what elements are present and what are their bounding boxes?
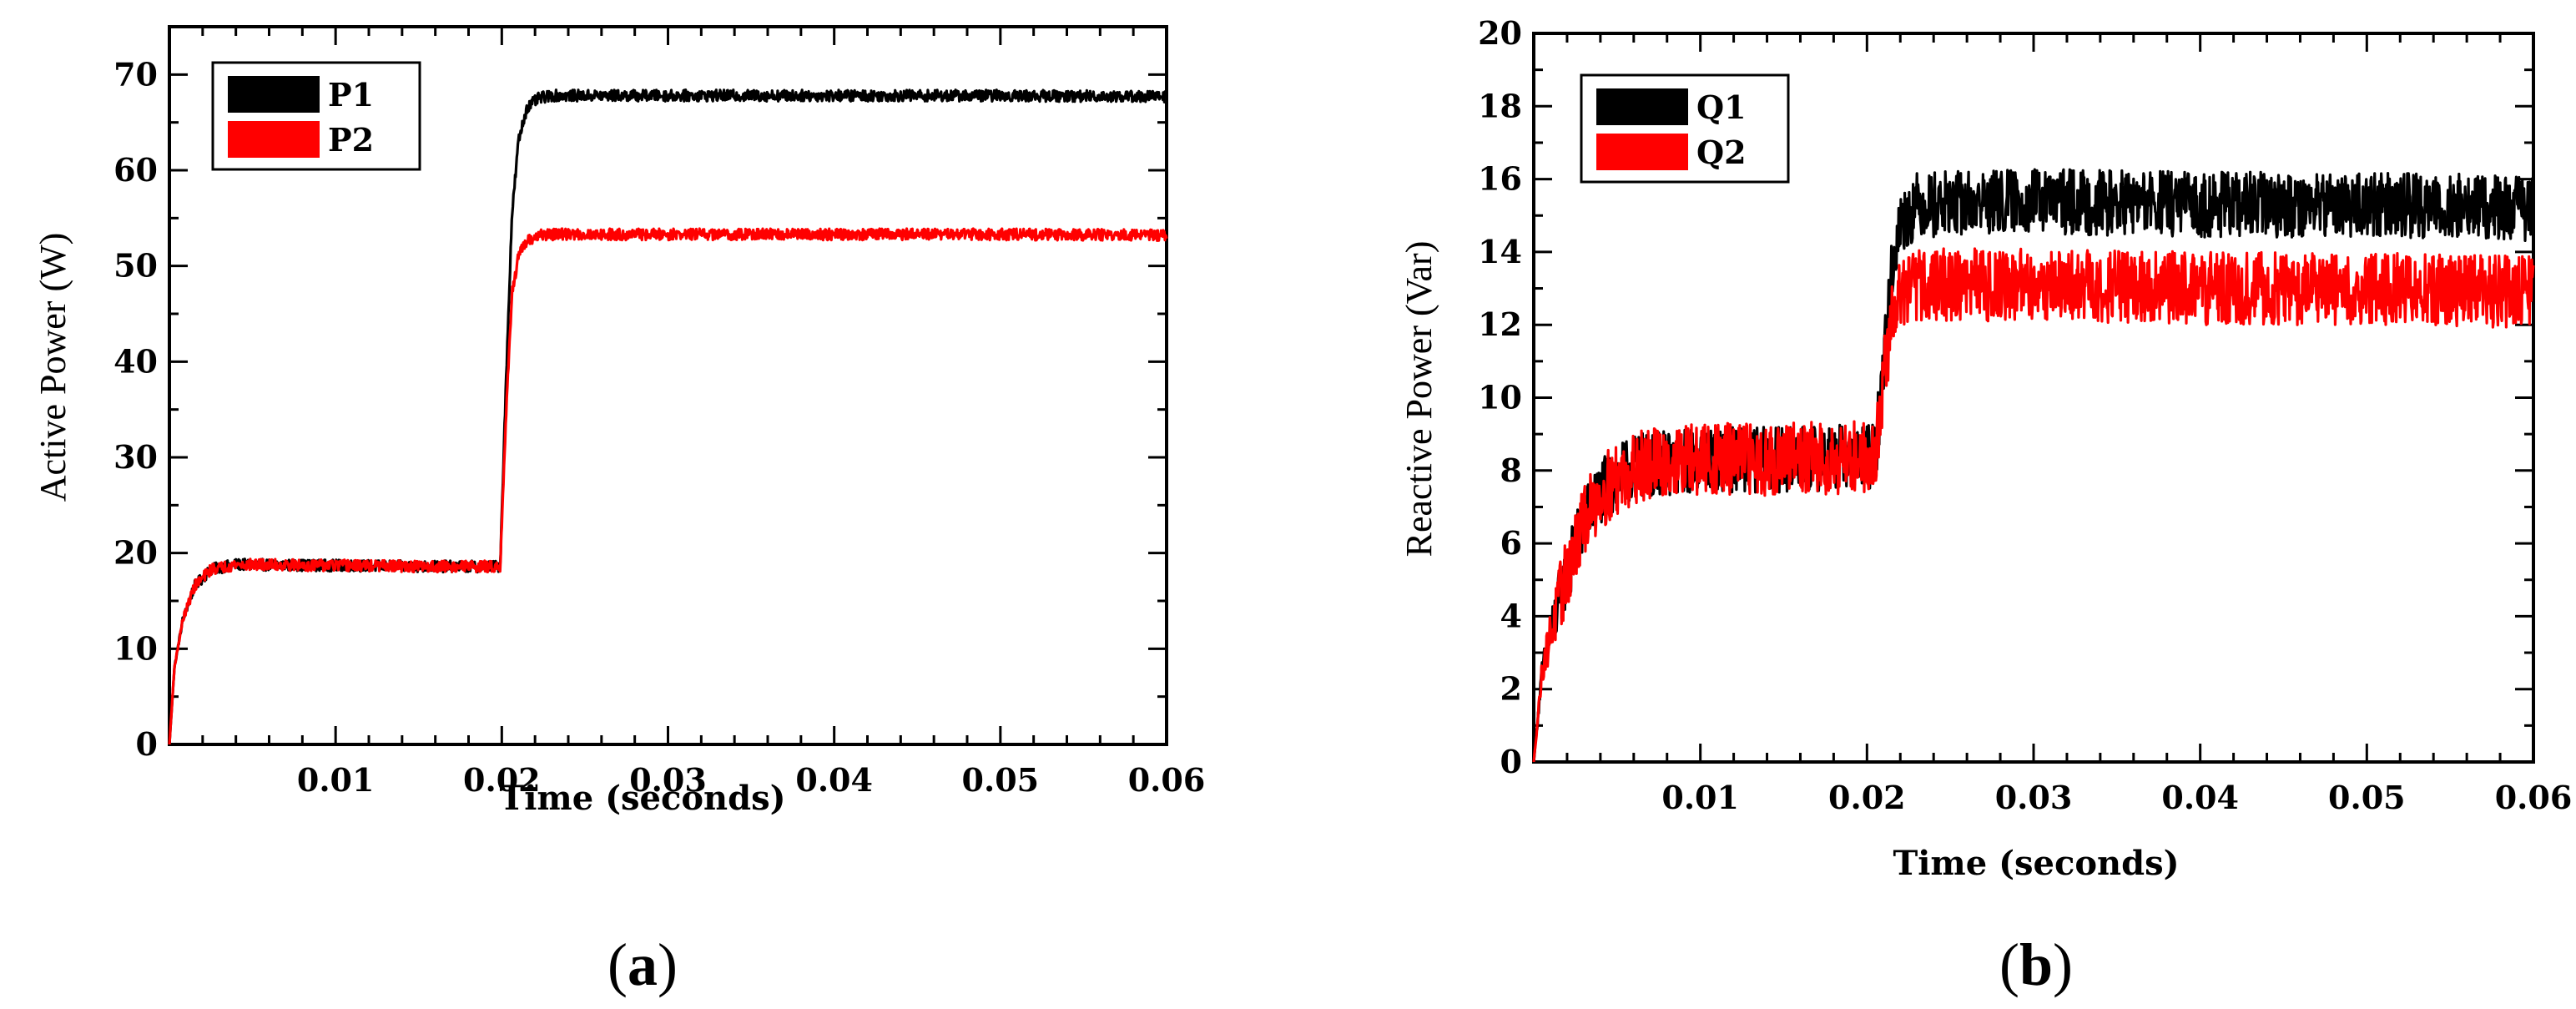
- x-tick-label: 0.02: [463, 761, 541, 799]
- y-tick-label: 0: [1500, 743, 1522, 780]
- y-tick-label: 70: [113, 55, 158, 93]
- y-tick-label: 10: [113, 629, 158, 667]
- y-tick-label: 16: [1478, 160, 1522, 198]
- y-tick-label: 20: [1478, 14, 1522, 52]
- y-tick-label: 2: [1500, 670, 1522, 708]
- y-tick-label: 8: [1500, 452, 1522, 489]
- caption-b: (b): [1999, 931, 2073, 998]
- legend-swatch-q2: [1596, 134, 1688, 170]
- y-tick-label: 30: [113, 438, 158, 476]
- y-tick-label: 40: [113, 342, 158, 380]
- x-tick-label: 0.06: [2495, 779, 2573, 816]
- y-tick-label: 18: [1478, 87, 1522, 124]
- y-tick-label: 4: [1500, 597, 1522, 634]
- x-tick-label: 0.01: [297, 761, 375, 799]
- x-axis-label: Time (seconds): [499, 779, 785, 818]
- y-tick-label: 6: [1500, 524, 1522, 562]
- y-tick-label: 10: [1478, 379, 1522, 416]
- y-tick-label: 14: [1478, 233, 1522, 270]
- series-line-q2: [1532, 247, 2535, 763]
- y-tick-label: 20: [113, 534, 158, 572]
- legend-label-q2: Q2: [1696, 134, 1747, 171]
- y-tick-label: 12: [1478, 305, 1522, 343]
- chart-reactive-power: 0.01 0.02 0.03 0.04 0.05 0.06 0 2 4 6 8 10 12 14 16 18 2…: [1399, 14, 2572, 998]
- x-tick-label: 0.06: [1128, 761, 1206, 799]
- y-tick-label: 60: [113, 151, 158, 189]
- series-line-p2: [168, 227, 1168, 745]
- y-axis-label: Active Power (W): [33, 233, 73, 502]
- legend-label-p1: P1: [328, 76, 374, 114]
- x-tick-label: 0.04: [2161, 779, 2239, 816]
- legend-label-q1: Q1: [1696, 88, 1747, 126]
- x-tick-label: 0.03: [1995, 779, 2073, 816]
- x-tick-label: 0.03: [629, 761, 707, 799]
- series-line-p1: [168, 88, 1168, 745]
- x-tick-label: 0.01: [1661, 779, 1739, 816]
- legend-label-p2: P2: [328, 121, 374, 159]
- legend-swatch-p1: [228, 76, 320, 113]
- x-tick-label: 0.05: [2328, 779, 2406, 816]
- legend-swatch-p2: [228, 121, 320, 158]
- y-tick-label: 50: [113, 247, 158, 285]
- x-tick-label: 0.04: [795, 761, 873, 799]
- y-axis-label: Reactive Power (Var): [1399, 241, 1439, 557]
- caption-a: (a): [607, 931, 678, 998]
- x-tick-label: 0.02: [1828, 779, 1906, 816]
- y-tick-label: 0: [136, 725, 158, 763]
- legend-swatch-q1: [1596, 88, 1688, 125]
- x-tick-label: 0.05: [962, 761, 1040, 799]
- chart-active-power: 0.01 0.02 0.03 0.04 0.05 0.06010203040506070 …: [33, 25, 1206, 998]
- x-axis-label: Time (seconds): [1893, 844, 2179, 883]
